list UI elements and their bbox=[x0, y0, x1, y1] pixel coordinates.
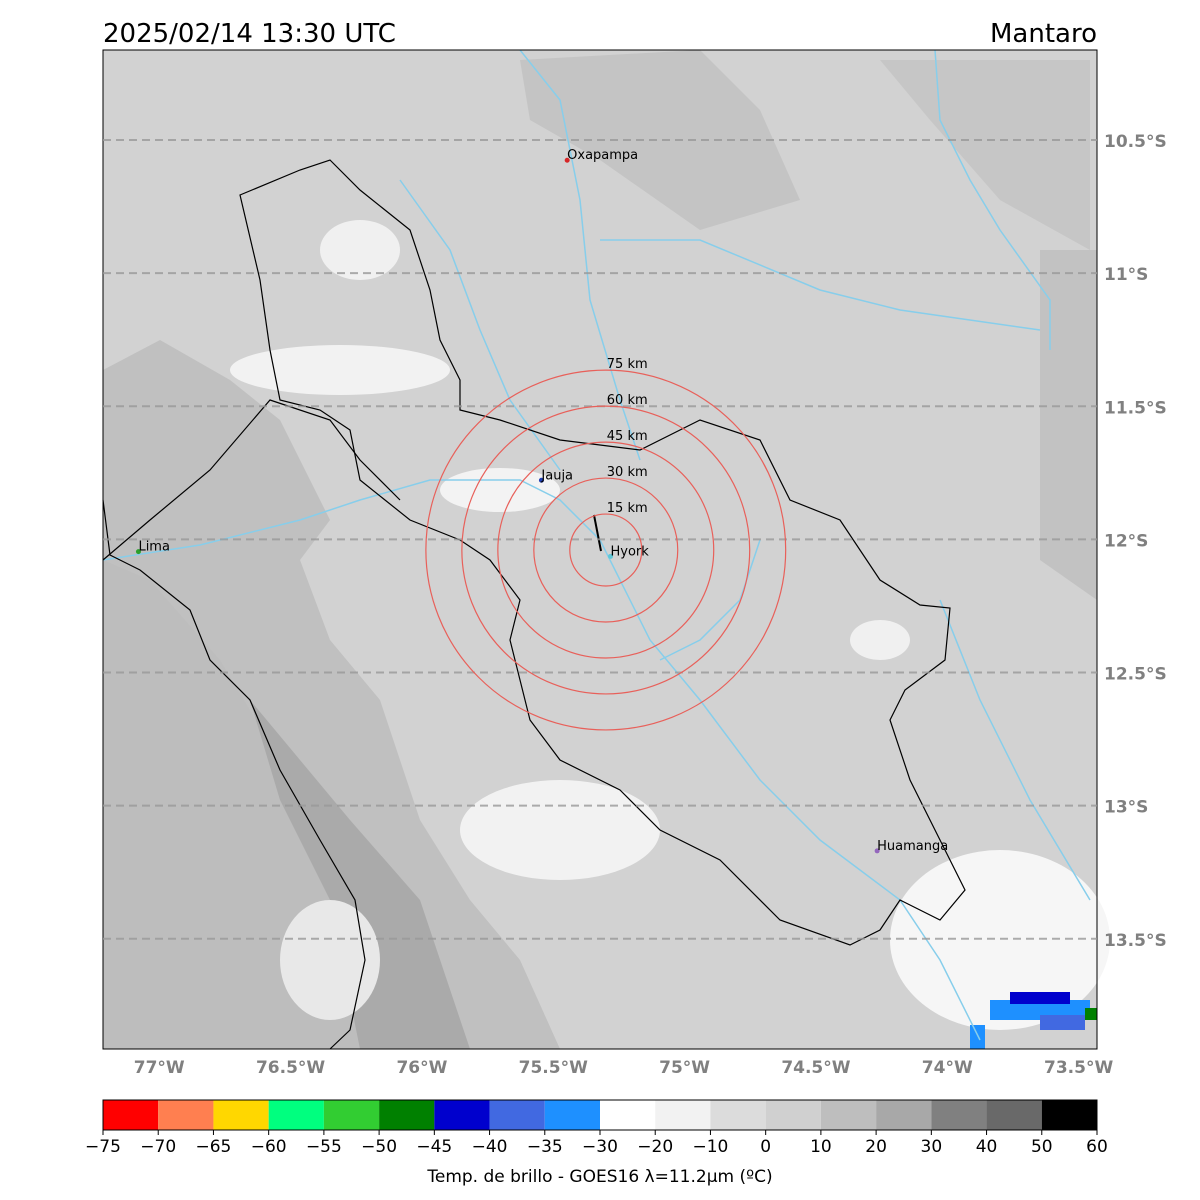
colorbar-tick-label: −60 bbox=[251, 1137, 287, 1157]
colorbar-tick-label: −70 bbox=[140, 1137, 176, 1157]
colorbar-tick-label: 10 bbox=[810, 1137, 832, 1157]
colorbar-tick-label: −65 bbox=[195, 1137, 231, 1157]
colorbar-segment bbox=[268, 1100, 324, 1130]
colorbar-segment bbox=[489, 1100, 545, 1130]
colorbar-tick-label: 50 bbox=[1031, 1137, 1053, 1157]
colorbar-segment bbox=[103, 1100, 159, 1130]
ring-label: 45 km bbox=[607, 429, 648, 444]
satellite-image bbox=[103, 50, 1110, 1049]
colorbar-segment bbox=[323, 1100, 380, 1130]
lon-label: 75°W bbox=[659, 1058, 710, 1078]
ring-label: 75 km bbox=[607, 357, 648, 372]
rivers bbox=[102, 49, 1091, 1041]
vector bbox=[593, 514, 602, 552]
colorbar-tick-label: −40 bbox=[472, 1137, 508, 1157]
city-marker bbox=[135, 549, 141, 555]
colorbar-tick-label: −10 bbox=[692, 1137, 728, 1157]
colorbar-tick-label: −20 bbox=[637, 1137, 673, 1157]
title: 2025/02/14 13:30 UTC bbox=[103, 19, 396, 49]
city-marker bbox=[538, 477, 544, 483]
lat-label: 10.5°S bbox=[1104, 132, 1167, 152]
lat-label: 11.5°S bbox=[1104, 398, 1167, 418]
lat-label: 11°S bbox=[1104, 265, 1148, 285]
ring-label: 60 km bbox=[607, 393, 648, 408]
ring-label: 30 km bbox=[607, 465, 648, 480]
city-label: Lima bbox=[138, 540, 169, 555]
lon-label: 74.5°W bbox=[781, 1058, 850, 1078]
colorbar-tick-label: −45 bbox=[416, 1137, 452, 1157]
range-ring bbox=[497, 441, 715, 659]
colorbar-segment bbox=[655, 1100, 711, 1130]
city-label: Hyork bbox=[611, 544, 650, 559]
colorbar-segment bbox=[600, 1100, 656, 1130]
colorbar-segment bbox=[710, 1100, 766, 1130]
range-ring bbox=[533, 477, 679, 623]
colorbar-tick-label: −75 bbox=[85, 1137, 121, 1157]
lon-label: 77°W bbox=[134, 1058, 185, 1078]
colorbar-tick-label: −30 bbox=[582, 1137, 618, 1157]
colorbar-segment bbox=[544, 1100, 600, 1130]
region-outline bbox=[102, 399, 401, 561]
lon-label: 74°W bbox=[922, 1058, 973, 1078]
range-ring bbox=[461, 405, 751, 695]
colorbar-tick-label: 40 bbox=[976, 1137, 998, 1157]
colorbar-tick-label: 30 bbox=[921, 1137, 943, 1157]
colorbar-tick-label: −50 bbox=[361, 1137, 397, 1157]
lat-label: 13°S bbox=[1104, 798, 1148, 818]
city-marker bbox=[874, 848, 880, 854]
lon-label: 76.5°W bbox=[256, 1058, 325, 1078]
lon-label: 75.5°W bbox=[519, 1058, 588, 1078]
colorbar-segment bbox=[158, 1100, 214, 1130]
ring-label: 15 km bbox=[607, 501, 648, 516]
colorbar-segment bbox=[434, 1100, 490, 1130]
colorbar-tick-label: −55 bbox=[306, 1137, 342, 1157]
lat-label: 13.5°S bbox=[1104, 931, 1167, 951]
lon-label: 73.5°W bbox=[1044, 1058, 1113, 1078]
city-marker bbox=[564, 157, 570, 163]
city-label: Jauja bbox=[540, 468, 573, 483]
region: Mantaro bbox=[990, 19, 1097, 49]
lat-label: 12.5°S bbox=[1104, 665, 1167, 685]
city-label: Oxapampa bbox=[567, 148, 638, 163]
range-ring bbox=[569, 513, 643, 587]
colorbar-segment bbox=[931, 1100, 987, 1130]
colorbar-segment bbox=[820, 1100, 877, 1130]
colorbar-segment bbox=[379, 1100, 435, 1130]
colorbar-segment bbox=[213, 1100, 269, 1130]
city-marker bbox=[608, 553, 614, 559]
lon-label: 76°W bbox=[396, 1058, 447, 1078]
colorbar-tick-label: 60 bbox=[1086, 1137, 1108, 1157]
city-label: Huamanga bbox=[877, 839, 948, 854]
colorbar-segment bbox=[765, 1100, 821, 1130]
colorbar-segment bbox=[1041, 1100, 1097, 1130]
colorbar-segment bbox=[986, 1100, 1042, 1130]
basin-outline bbox=[239, 159, 966, 946]
colorbar-tick-label: 20 bbox=[865, 1137, 887, 1157]
coastline bbox=[102, 499, 366, 1050]
range-ring bbox=[425, 369, 787, 731]
colorbar-tick-label: −35 bbox=[527, 1137, 563, 1157]
colorbar-segment bbox=[876, 1100, 932, 1130]
colorbar-tick-label: 0 bbox=[760, 1137, 771, 1157]
colorbar-label: Temp. de brillo - GOES16 λ=11.2μm (ºC) bbox=[426, 1167, 772, 1187]
lat-label: 12°S bbox=[1104, 531, 1148, 551]
map-frame bbox=[102, 49, 1098, 1050]
